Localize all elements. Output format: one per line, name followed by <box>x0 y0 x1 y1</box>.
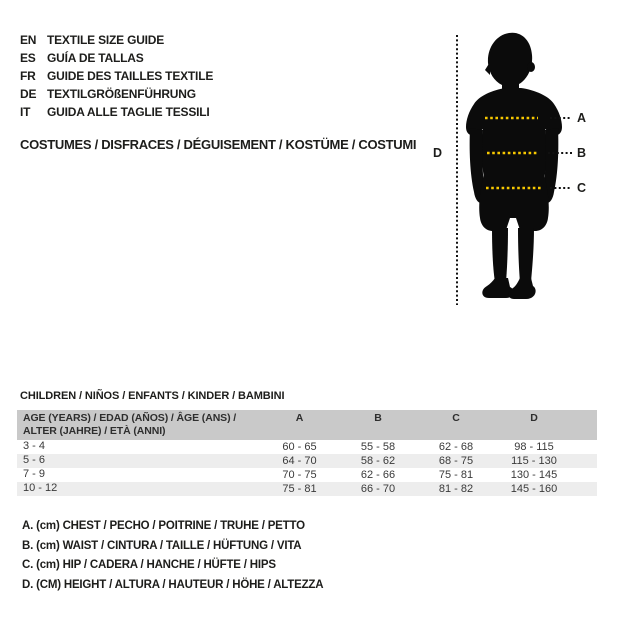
language-row-es: ES GUÍA DE TALLAS <box>20 49 213 67</box>
column-header-a: A <box>295 412 304 424</box>
language-label: GUÍA DE TALLAS <box>47 51 144 65</box>
size-table: AGE (YEARS) / EDAD (AÑOS) / ÂGE (ANS) / … <box>17 410 597 496</box>
language-code: ES <box>20 51 36 65</box>
language-code: DE <box>20 87 37 101</box>
language-code: EN <box>20 33 37 47</box>
figure-label-d: D <box>433 146 443 160</box>
language-label: GUIDE DES TAILLES TEXTILE <box>47 69 214 83</box>
figure-label-a: A <box>577 111 587 125</box>
age-cell: 5 - 6 <box>23 454 46 466</box>
chest-cell: 64 - 70 <box>282 455 317 467</box>
age-header-line2: ALTER (JAHRE) / ETÀ (ANNI) <box>23 425 166 437</box>
waist-cell: 66 - 70 <box>360 483 396 495</box>
legend-line-d: D. (CM) HEIGHT / ALTURA / HAUTEUR / HÖHE… <box>22 578 324 591</box>
language-code: FR <box>20 69 36 83</box>
legend-line-b: B. (cm) WAIST / CINTURA / TAILLE / HÜFTU… <box>22 539 302 552</box>
column-header-d: D <box>530 412 538 424</box>
language-label: TEXTILGRÖßENFÜHRUNG <box>47 87 196 101</box>
legend-line-c: C. (cm) HIP / CADERA / HANCHE / HÜFTE / … <box>22 559 276 571</box>
height-cell: 98 - 115 <box>514 441 554 453</box>
waist-cell: 55 - 58 <box>360 441 396 453</box>
waist-cell: 58 - 62 <box>360 455 396 467</box>
hip-cell: 68 - 75 <box>438 455 474 467</box>
hip-cell: 75 - 81 <box>438 469 474 481</box>
age-header-line1: AGE (YEARS) / EDAD (AÑOS) / ÂGE (ANS) / <box>23 412 237 424</box>
chest-cell: 70 - 75 <box>282 469 317 481</box>
hip-cell: 62 - 68 <box>438 441 474 453</box>
language-label: TEXTILE SIZE GUIDE <box>47 33 165 47</box>
category-title: COSTUMES / DISFRACES / DÉGUISEMENT / KOS… <box>20 137 417 152</box>
child-measurement-diagram <box>456 32 572 305</box>
column-header-c: C <box>452 412 460 424</box>
child-silhouette <box>466 32 572 299</box>
table-row: 10 - 12 75 - 81 66 - 70 81 - 82 145 - 16… <box>17 482 597 496</box>
chest-cell: 60 - 65 <box>282 441 317 453</box>
language-row-it: IT GUIDA ALLE TAGLIE TESSILI <box>20 103 213 121</box>
height-cell: 130 - 145 <box>510 469 558 481</box>
hip-cell: 81 - 82 <box>438 483 474 495</box>
age-column-header: AGE (YEARS) / EDAD (AÑOS) / ÂGE (ANS) / … <box>17 410 260 440</box>
language-row-de: DE TEXTILGRÖßENFÜHRUNG <box>20 85 213 103</box>
language-row-en: EN TEXTILE SIZE GUIDE <box>20 31 213 49</box>
legend-line-a: A. (cm) CHEST / PECHO / POITRINE / TRUHE… <box>22 520 305 532</box>
size-table-header: AGE (YEARS) / EDAD (AÑOS) / ÂGE (ANS) / … <box>17 410 597 440</box>
language-code: IT <box>20 105 31 119</box>
language-label: GUIDA ALLE TAGLIE TESSILI <box>47 105 210 119</box>
figure-label-b: B <box>577 146 587 160</box>
header-spacer <box>573 410 597 440</box>
table-row: 7 - 9 70 - 75 62 - 66 75 - 81 130 - 145 <box>17 468 597 482</box>
age-cell: 10 - 12 <box>23 482 58 494</box>
column-header-b: B <box>374 412 382 424</box>
children-section-title: CHILDREN / NIÑOS / ENFANTS / KINDER / BA… <box>20 390 285 402</box>
language-row-fr: FR GUIDE DES TAILLES TEXTILE <box>20 67 213 85</box>
age-cell: 7 - 9 <box>23 468 46 480</box>
table-row: 3 - 4 60 - 65 55 - 58 62 - 68 98 - 115 <box>17 440 597 454</box>
figure-label-c: C <box>577 181 587 195</box>
measurement-legend: A. (cm) CHEST / PECHO / POITRINE / TRUHE… <box>22 517 324 595</box>
waist-cell: 62 - 66 <box>360 469 396 481</box>
height-cell: 145 - 160 <box>510 483 558 495</box>
age-cell: 3 - 4 <box>23 440 46 452</box>
table-row: 5 - 6 64 - 70 58 - 62 68 - 75 115 - 130 <box>17 454 597 468</box>
height-cell: 115 - 130 <box>511 455 557 467</box>
chest-cell: 75 - 81 <box>282 483 317 495</box>
language-guide-list: EN TEXTILE SIZE GUIDE ES GUÍA DE TALLAS … <box>20 31 213 121</box>
